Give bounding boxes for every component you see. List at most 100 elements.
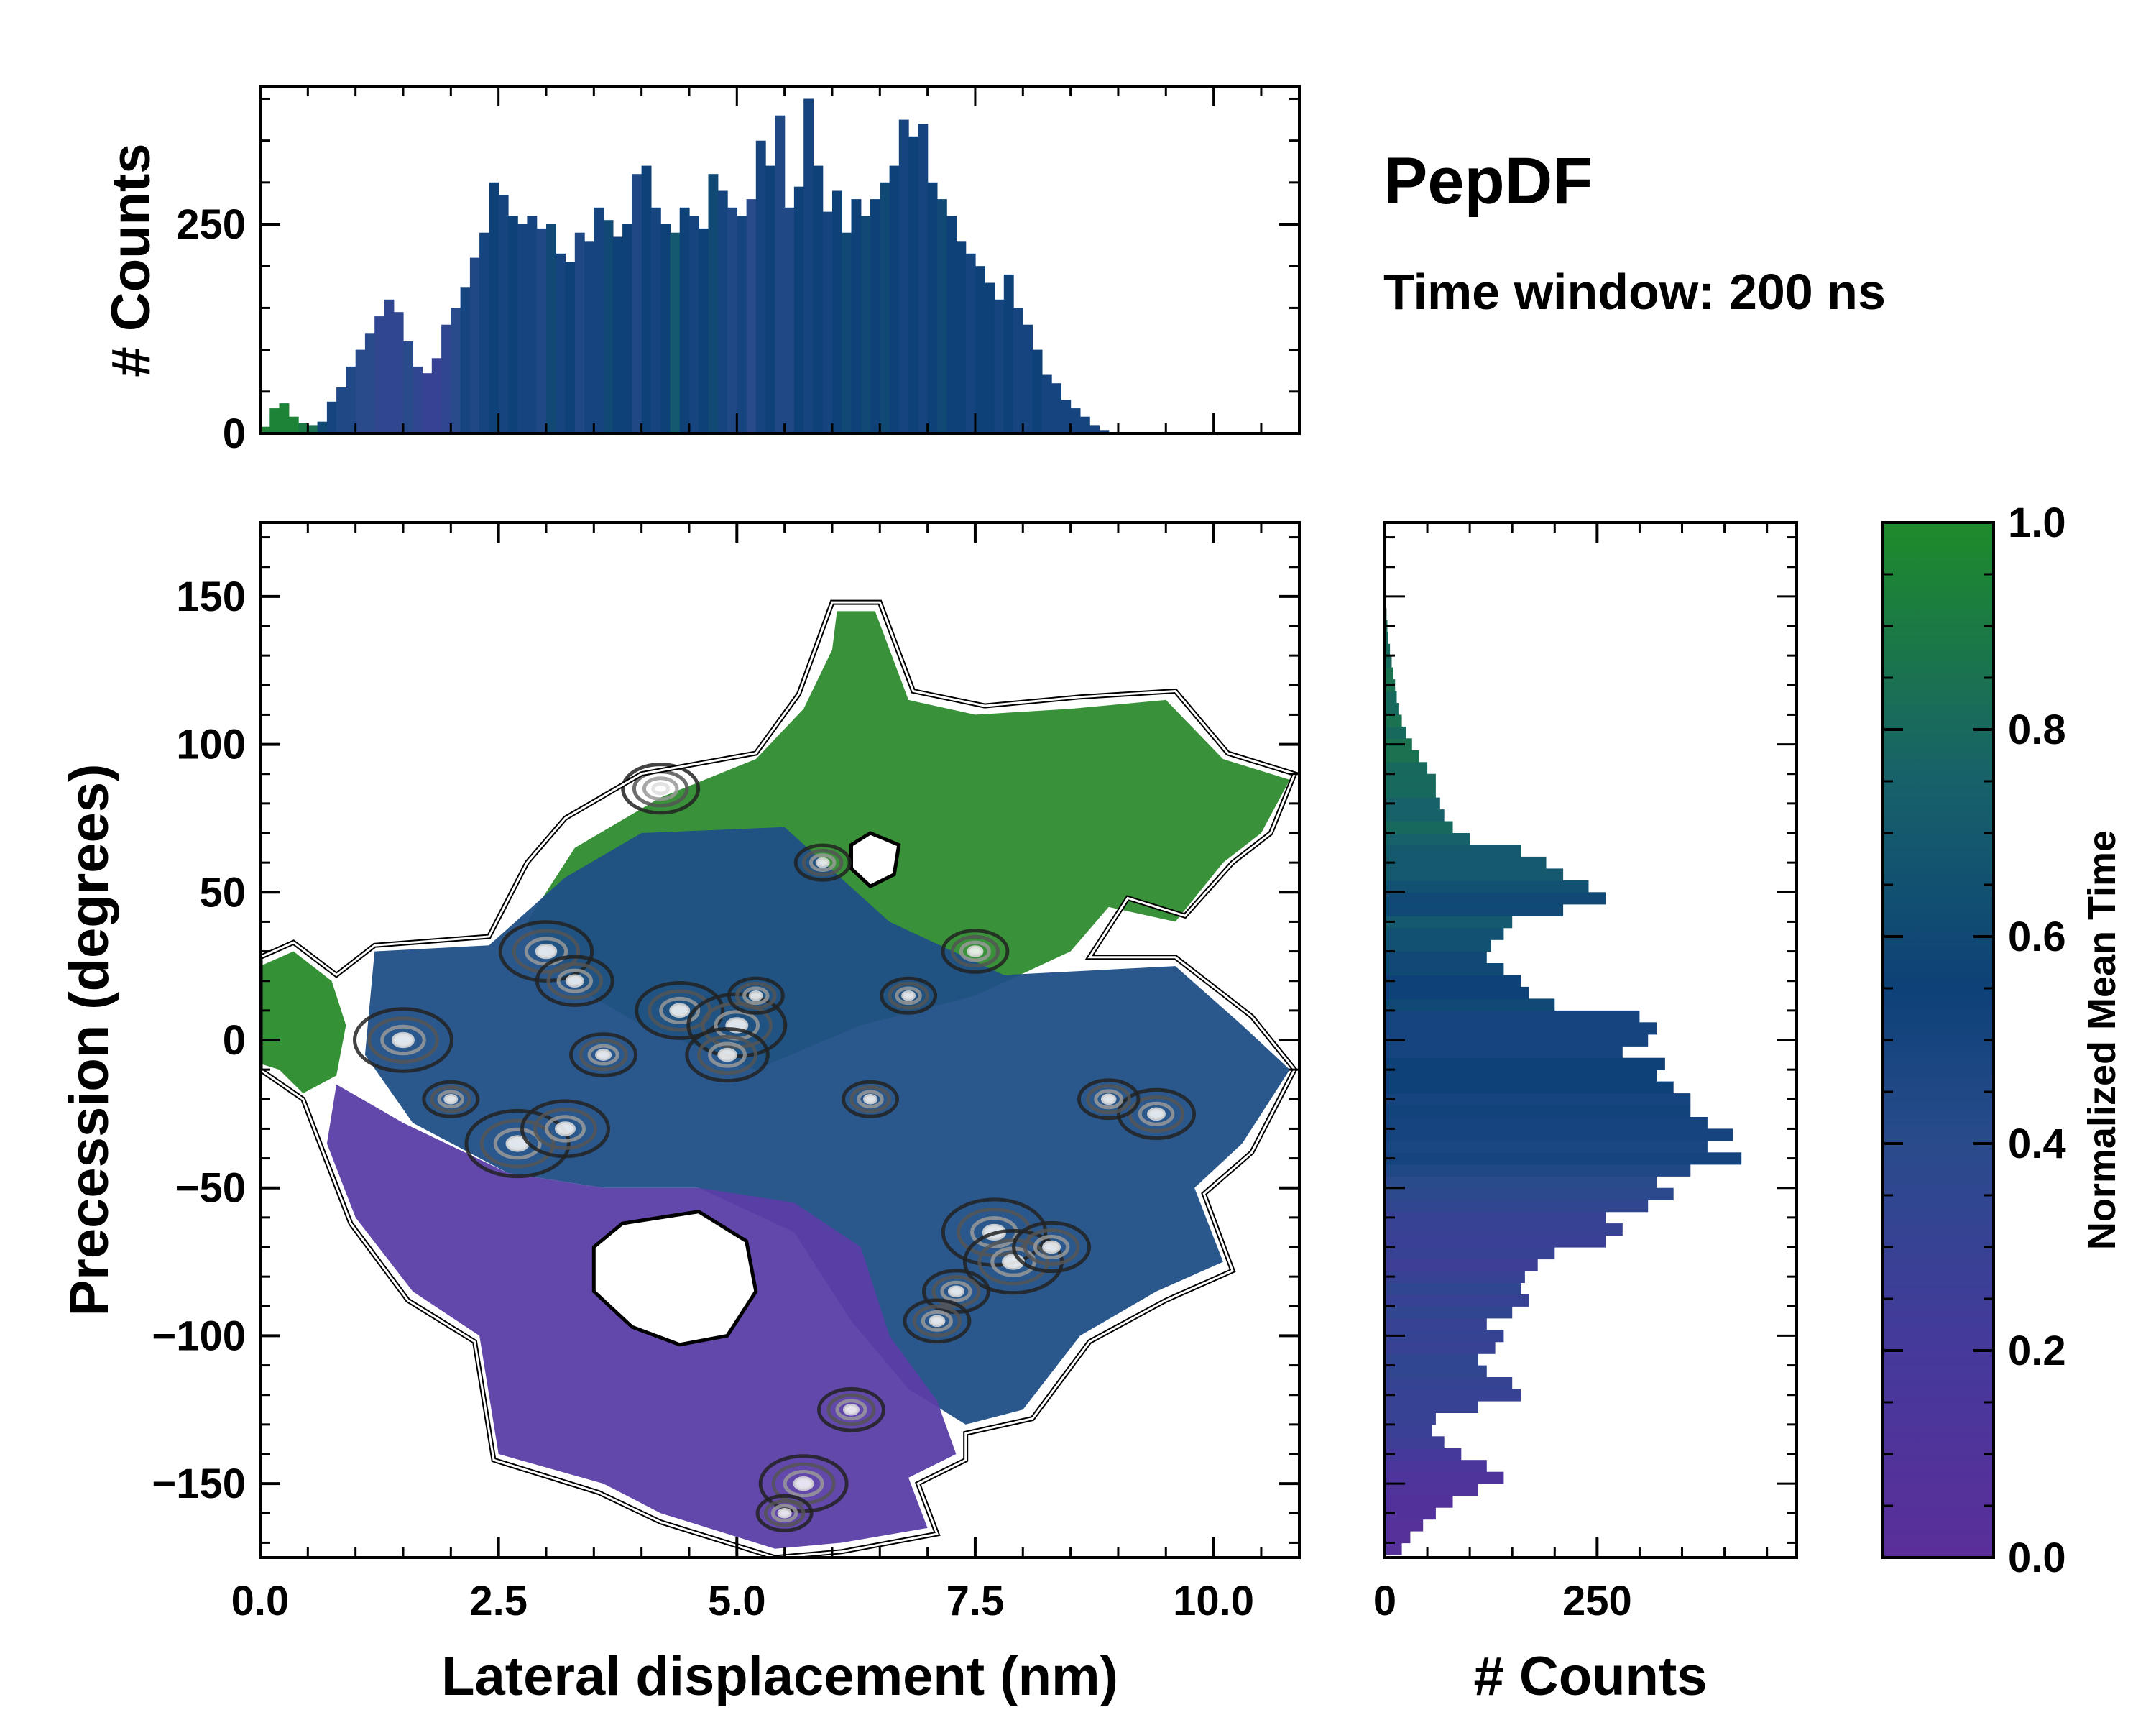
y-tick-label: −50 [175,1165,246,1212]
right-hist-bar [1385,786,1436,799]
right-hist-bar [1385,856,1547,869]
colorbar-tick-label: 0.8 [2008,707,2066,753]
hotspot [1077,1078,1141,1121]
top-hist-bar [1099,430,1110,433]
hotspot [903,1298,972,1344]
right-hist-bar [1385,1046,1623,1059]
hotspot [842,1080,900,1118]
top-hist-bar [1079,416,1090,433]
top-hist-bar [460,287,471,433]
hotspot [685,1027,770,1083]
hotspot [755,1494,814,1532]
contour-ring [352,1007,453,1073]
contour-ring [1077,1078,1141,1121]
right-hist-bar [1385,1365,1487,1378]
top-hist-bar [431,358,442,433]
contour-ring [635,980,725,1040]
y-tick-label: −150 [152,1460,246,1507]
contour-ring [579,1038,628,1072]
top-hist-bar [822,211,833,433]
right-hist-bar [1385,1294,1529,1307]
top-hist-bar [737,216,747,433]
contour-ring [793,843,852,882]
contour-ring [479,1118,556,1169]
main-xlabel: Lateral displacement (nm) [441,1646,1118,1707]
right-hist-bar [1385,951,1487,964]
contour-ring [651,782,671,796]
y-tick-label: 0 [223,1017,246,1064]
right-hist-bar [1385,797,1440,810]
right-histogram-xlabel: # Counts [1473,1646,1707,1707]
distribution-outline-inner [260,601,1296,1558]
top-hist-bar [641,165,652,433]
top-hist-bar [689,216,699,433]
colorbar: 0.0 0.2 0.4 0.6 0.8 1.0 Normalized Mean Time [1881,500,2124,1581]
top-hist-bar [1003,274,1014,433]
right-hist-bar [1385,1448,1462,1460]
right-hist-bar [1385,726,1406,739]
main-ylabel: Precession (degrees) [59,764,120,1317]
hotspot [569,1032,638,1077]
top-hist-bar [536,228,547,433]
top-hist-bar [775,115,786,433]
contour-ring [903,1298,972,1344]
colorbar-tick-label: 0.2 [2008,1328,2066,1374]
contour-ring [941,929,1010,974]
right-hist-bar [1385,1460,1487,1473]
top-hist-bar [260,426,270,433]
contour-ring [587,1044,619,1066]
hotspot [352,1007,453,1073]
contour-ring [520,1099,611,1159]
colorbar-tick-label: 0.4 [2008,1121,2066,1167]
left-green-lobe [260,951,346,1094]
top-hist-bar [965,253,976,433]
top-hist-bar [889,165,900,433]
contour-ring [443,1093,459,1105]
right-hist-bar [1385,939,1491,952]
hotspot [727,976,785,1015]
contour-ring [901,990,916,1001]
top-hist-bar [727,207,737,433]
x-tick-label: 2.5 [469,1578,528,1624]
top-hist-bar [556,253,566,433]
x-tick-label: 0.0 [231,1578,290,1624]
top-hist-bar [765,165,775,433]
right-hist-bar [1385,1022,1657,1035]
top-hist-bar [1023,324,1033,433]
right-hist-bar [1385,1531,1411,1544]
right-hist-bar [1385,1200,1649,1213]
contour-ring [835,1399,867,1421]
right-hist-bar [1385,1330,1504,1343]
contour-ring [826,1393,876,1426]
contour-ring [815,857,830,868]
main-heatmap: 0.0 2.5 5.0 7.5 10.0 −150 −100 −50 0 50 100 150 Lat… [59,521,1301,1707]
right-hist-bar [1385,1105,1691,1118]
right-hist-bar [1385,1259,1538,1271]
contour-ring [422,1080,480,1118]
top-hist-bar [603,220,614,433]
top-hist-bar [270,408,280,433]
right-hist-bar [1385,1152,1742,1165]
right-hist-bar [1385,821,1453,834]
top-y-tick-label: 0 [223,410,246,457]
top-hist-bar [498,195,509,433]
right-hist-bar [1385,1247,1555,1260]
contour-ring [1138,1101,1175,1126]
top-hist-bar [670,232,681,433]
top-hist-bar [355,349,366,433]
right-hist-bar [1385,714,1402,727]
x-tick-label: 7.5 [946,1578,1005,1624]
right-hist-bar [1385,1223,1623,1236]
contour-ring [556,968,594,993]
contour-ring [512,929,581,974]
top-hist-bar [755,140,766,433]
right-hist-bar [1385,1377,1513,1390]
right-hist-bar [1385,1484,1478,1496]
right-hist-bar [1385,1270,1525,1283]
top-hist-bar [298,423,308,433]
right-hist-bar [1385,1507,1436,1520]
top-hist-bar [708,174,719,433]
top-hist-bar [975,266,985,433]
colorbar-tick-label: 0.0 [2008,1535,2066,1581]
